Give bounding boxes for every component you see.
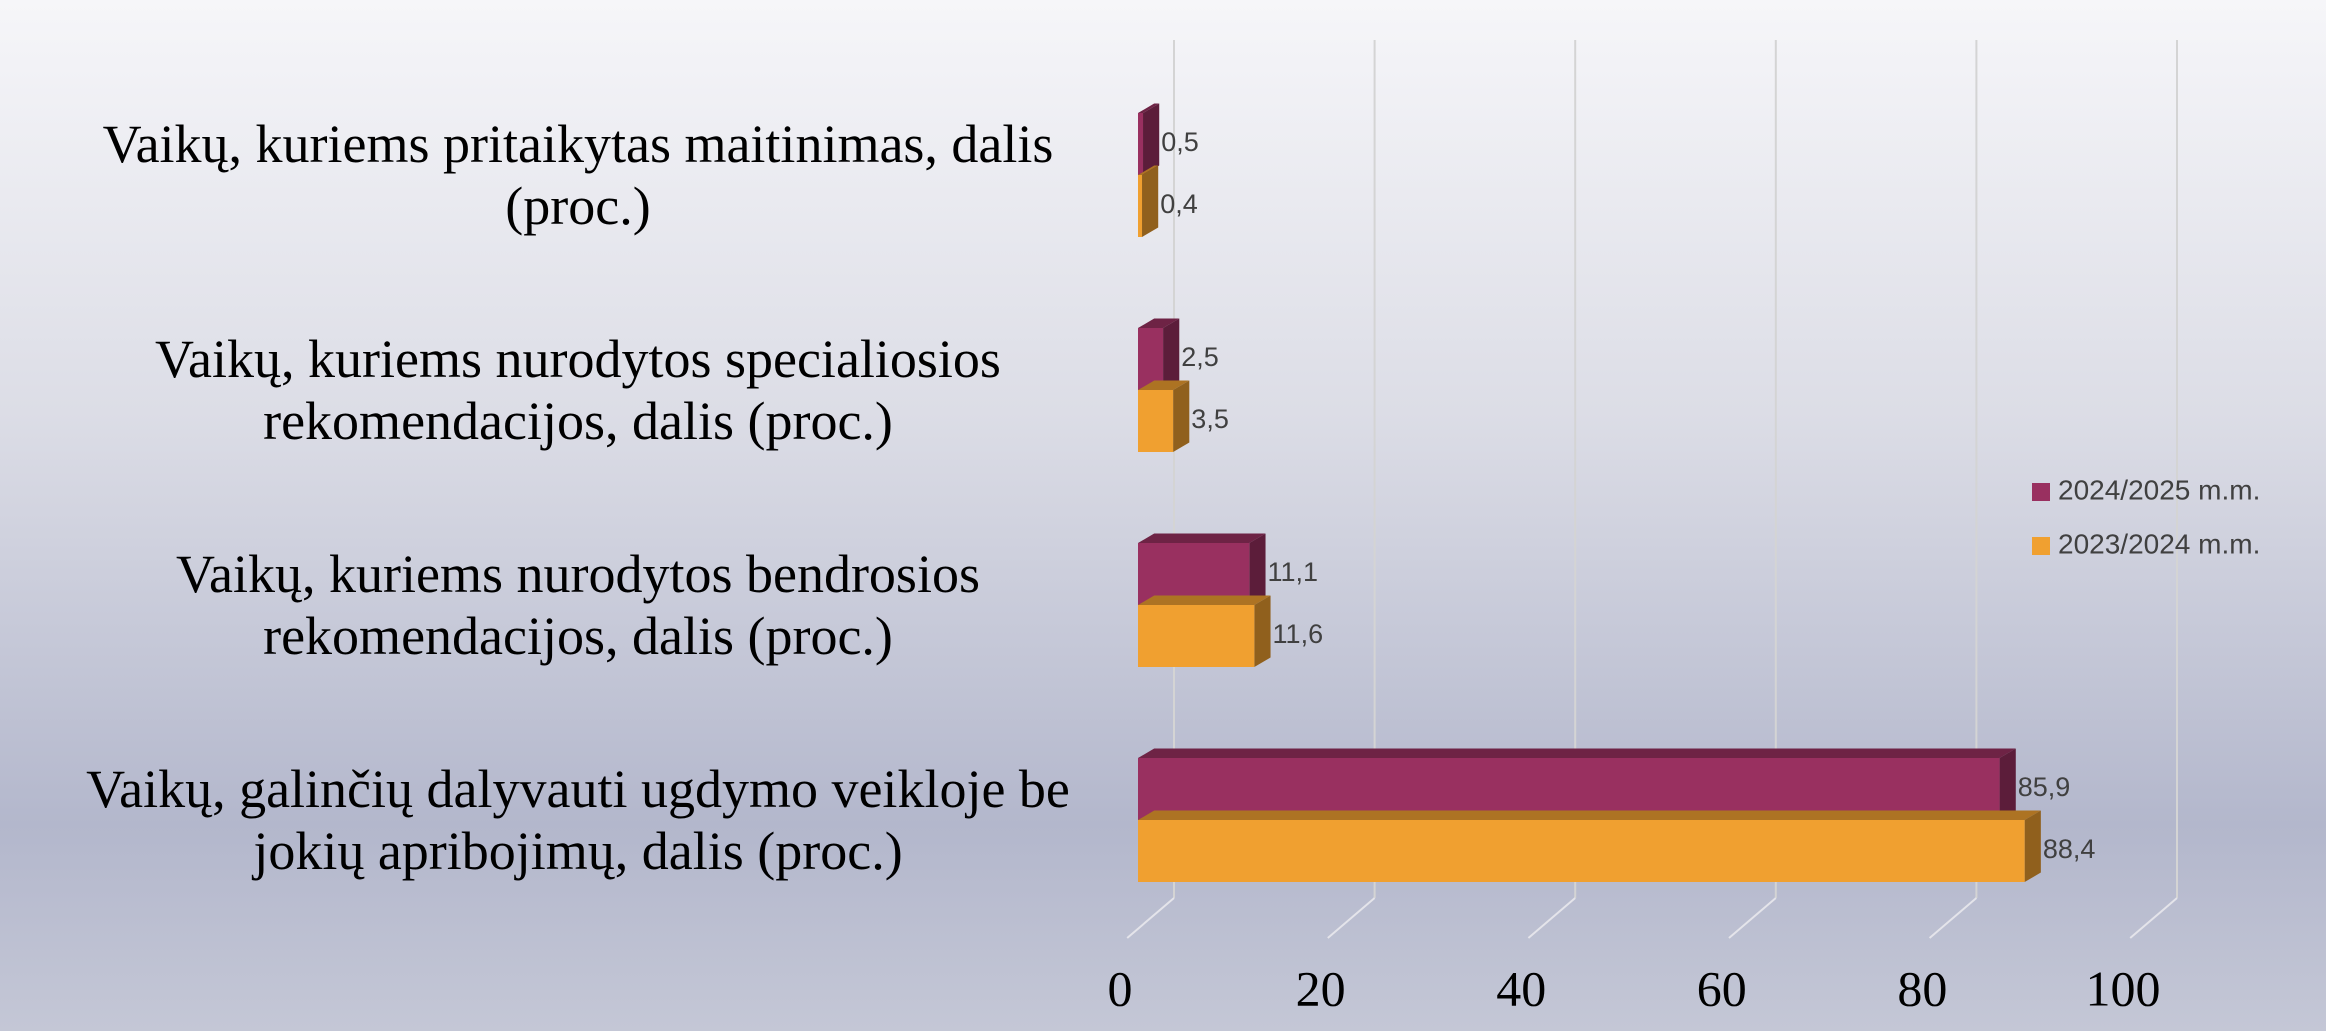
bar [1138,390,1174,452]
legend-label: 2024/2025 m.m. [2058,474,2260,505]
value-label: 88,4 [2043,834,2096,864]
bar-top [1138,748,2016,758]
bar [1138,113,1144,175]
floor-line [1728,897,1777,939]
bar-side [1143,103,1160,175]
x-tick-label: 80 [1897,960,1947,1016]
bar [1138,175,1143,237]
floor-line [1327,897,1376,939]
value-label: 11,6 [1273,619,1324,649]
x-tick-label: 60 [1697,960,1747,1016]
bar [1138,820,2025,882]
bar [1138,328,1164,390]
x-tick-label: 0 [1108,960,1133,1016]
bar-side [1173,380,1190,452]
x-tick-label: 20 [1296,960,1346,1016]
value-label: 85,9 [2018,772,2071,802]
value-label: 0,4 [1160,189,1198,219]
x-tick-label: 100 [2086,960,2161,1016]
category-label: Vaikų, galinčių dalyvauti ugdymo veikloj… [86,759,1070,881]
legend-swatch [2032,483,2050,501]
bar-side [1999,748,2016,820]
bar-top [1138,533,1266,543]
category-label: Vaikų, kuriems pritaikytas maitinimas, d… [102,114,1054,236]
category-label: Vaikų, kuriems nurodytos bendrosios reko… [176,544,980,666]
value-label: 11,1 [1268,557,1319,587]
legend-label: 2023/2024 m.m. [2058,528,2260,559]
floor-line [1928,897,1978,939]
floor-line [1527,897,1576,939]
bar-side [1163,318,1180,390]
bar-side [2024,810,2041,882]
bar-top [1138,810,2041,820]
bar-side [1142,165,1159,237]
category-label: Vaikų, kuriems nurodytos specialiosios r… [155,329,1001,451]
bar [1138,605,1255,667]
bar-top [1138,103,1160,113]
bar-top [1138,380,1190,390]
value-label: 0,5 [1161,127,1199,157]
floor-line [2129,897,2178,939]
bar [1138,543,1250,605]
value-label: 2,5 [1181,342,1219,372]
bar-top [1138,318,1180,328]
bar-side [1249,533,1266,605]
x-tick-label: 40 [1496,960,1546,1016]
bar [1138,758,2000,820]
value-label: 3,5 [1191,404,1229,434]
floor-line [1126,897,1175,939]
bar-top [1138,165,1159,175]
legend-swatch [2032,537,2050,555]
bar-side [1254,595,1271,667]
bar-top [1138,595,1271,605]
